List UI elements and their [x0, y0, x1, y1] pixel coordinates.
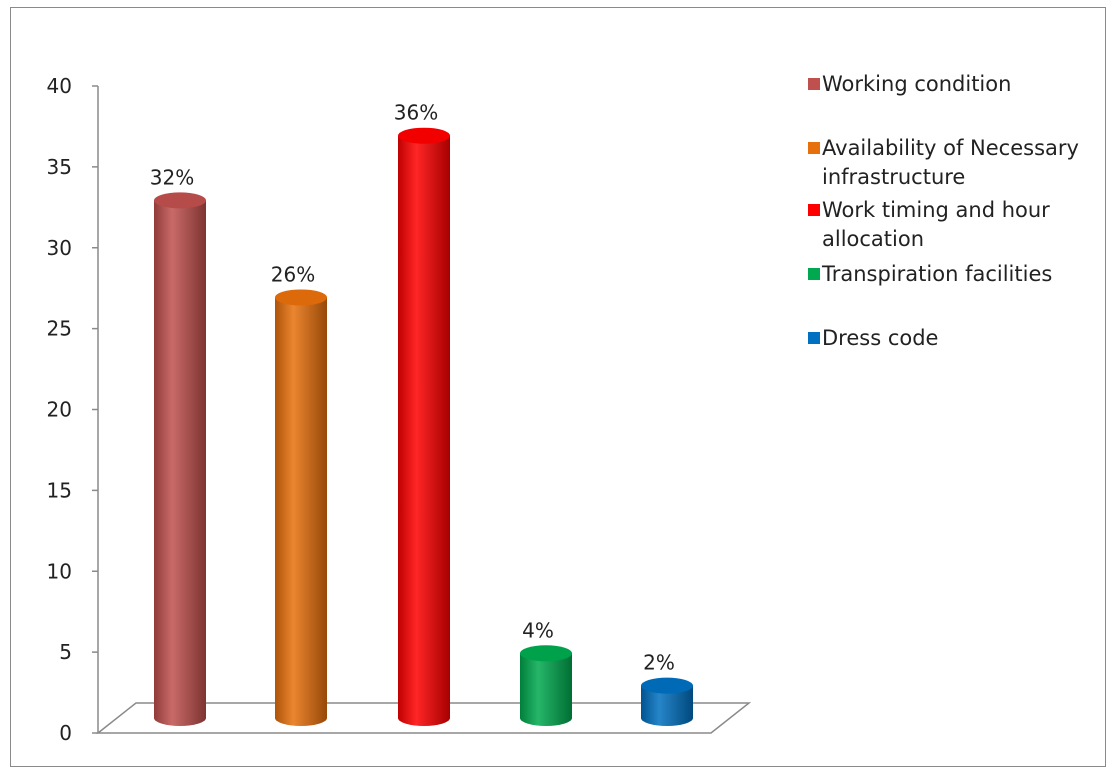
legend-item: Availability of Necessary infrastructure: [808, 134, 1098, 192]
legend-item: Work timing and hour allocation: [808, 196, 1098, 254]
bar-2: [275, 289, 327, 726]
legend-label: Dress code: [822, 326, 939, 350]
bar-top: [398, 127, 450, 144]
bar-top: [275, 289, 327, 306]
legend-swatch: [808, 78, 820, 90]
bar-3: [398, 127, 450, 726]
y-tick-label: 20: [47, 398, 72, 422]
bar-body: [398, 135, 450, 726]
legend-label: Availability of Necessary infrastructure: [822, 136, 1079, 189]
bar-body: [275, 297, 327, 726]
bar-top: [520, 645, 572, 662]
bar-body: [641, 685, 693, 726]
legend-label: Working condition: [822, 72, 1012, 96]
data-label: 36%: [394, 101, 438, 125]
bar-4: [520, 645, 572, 726]
y-tick-label: 25: [47, 317, 72, 341]
bar-body: [520, 653, 572, 726]
legend-swatch: [808, 332, 820, 344]
y-tick-label: 30: [47, 236, 72, 260]
legend-label: Work timing and hour allocation: [822, 198, 1050, 251]
y-tick-label: 5: [59, 640, 72, 664]
legend-item: Dress code: [808, 324, 1098, 353]
y-tick-label: 35: [47, 155, 72, 179]
bar-top: [641, 677, 693, 694]
legend-swatch: [808, 142, 820, 154]
y-tick-label: 15: [47, 478, 72, 502]
legend-label: Transpiration facilities: [822, 262, 1053, 286]
legend-item: Transpiration facilities: [808, 260, 1098, 289]
legend-swatch: [808, 268, 820, 280]
legend-item: Working condition: [808, 70, 1098, 99]
data-label: 4%: [522, 618, 554, 642]
bar-body: [154, 200, 206, 726]
bar-1: [154, 192, 206, 726]
legend-swatch: [808, 204, 820, 216]
data-label: 2%: [643, 651, 675, 675]
bar-5: [641, 677, 693, 726]
y-tick-label: 10: [47, 559, 72, 583]
bar-top: [154, 192, 206, 209]
y-tick-label: 40: [47, 74, 72, 98]
y-tick-label: 0: [59, 721, 72, 745]
data-label: 32%: [150, 165, 194, 189]
data-label: 26%: [271, 262, 315, 286]
